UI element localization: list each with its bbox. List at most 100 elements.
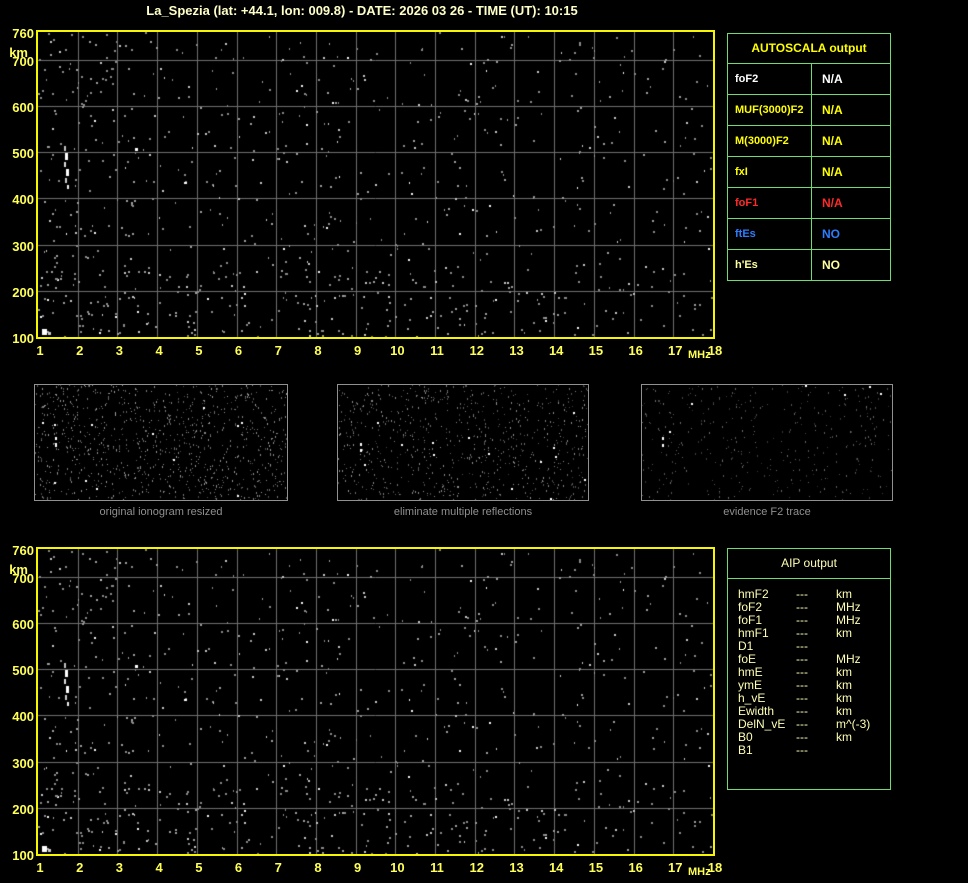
x-axis-tick-label: 1 xyxy=(36,860,44,875)
ionogram-main-plot: 760 700 600 500 400 300 200 100 km 1 2 3 4 5 6 7 8 9 10 11 1… xyxy=(9,27,722,362)
x-axis-tick-label: 17 xyxy=(668,860,683,875)
y-axis-tick-label: 700 xyxy=(12,53,34,69)
x-axis-tick-label: 15 xyxy=(588,343,604,358)
x-axis-tick-label: 7 xyxy=(274,343,282,358)
x-axis-tick-label: 9 xyxy=(354,343,362,358)
parameter-value: N/A xyxy=(822,165,843,179)
x-axis-tick-label: 7 xyxy=(274,860,282,875)
autoscala-row-fof2: foF2 N/A xyxy=(728,63,890,94)
parameter-value: NO xyxy=(822,258,840,272)
thumbnail-scatter-canvas xyxy=(35,385,287,500)
x-axis-tick-label: 3 xyxy=(115,860,124,875)
parameter-unit xyxy=(836,744,890,757)
aip-row-hmf1: hmF1 --- km xyxy=(738,627,890,640)
x-axis-tick-label: 5 xyxy=(195,860,203,875)
thumbnail-scatter-canvas xyxy=(642,385,892,500)
parameter-unit: km xyxy=(836,626,852,640)
parameter-name: foF2 xyxy=(728,64,812,94)
ionogram-scatter-canvas xyxy=(38,32,713,337)
parameter-value: N/A xyxy=(822,134,843,148)
aip-row-hve: h_vE --- km xyxy=(738,692,890,705)
x-axis-tick-label: 16 xyxy=(628,343,643,358)
parameter-name: foE xyxy=(738,652,757,666)
autoscala-row-fof1: foF1 N/A xyxy=(728,187,890,218)
autoscala-table-title: AUTOSCALA output xyxy=(751,41,867,55)
parameter-unit: km xyxy=(836,587,852,601)
parameter-value: N/A xyxy=(822,103,843,117)
ionogram-scatter-canvas xyxy=(38,549,713,854)
parameter-name: h_vE xyxy=(738,691,766,705)
y-axis-tick-label: 200 xyxy=(12,284,34,300)
thumbnail-image-frame xyxy=(337,384,589,501)
parameter-value: --- xyxy=(796,704,808,718)
y-axis-tick-label: 600 xyxy=(12,616,34,632)
parameter-unit: MHz xyxy=(836,600,861,614)
aip-row-yme: ymE --- km xyxy=(738,679,890,692)
x-axis-tick-label: 2 xyxy=(76,343,84,358)
autoscala-output-table: AUTOSCALA output foF2 N/A MUF(3000)F2 N/A M(… xyxy=(727,33,891,281)
thumbnail-original-ionogram: original ionogram resized xyxy=(34,384,288,518)
y-axis-tick-label: 600 xyxy=(12,99,34,115)
aip-row-hme: hmE --- km xyxy=(738,666,890,679)
aip-row-ewidth: Ewidth --- km xyxy=(738,705,890,718)
y-axis-tick-label: 760 xyxy=(12,26,34,41)
y-axis-unit-label: km xyxy=(9,45,28,60)
aip-row-b1: B1 --- xyxy=(738,744,890,757)
thumbnail-caption: eliminate multiple reflections xyxy=(393,506,533,518)
x-axis-tick-label: 4 xyxy=(155,860,163,875)
x-axis-tick-label: 6 xyxy=(234,343,243,358)
y-axis-tick-label: 500 xyxy=(12,663,34,679)
parameter-value: --- xyxy=(796,639,808,653)
x-axis-tick-label: 3 xyxy=(115,343,124,358)
parameter-value: --- xyxy=(796,613,808,627)
x-axis-tick-label: 13 xyxy=(509,343,524,358)
y-axis-tick-label: 100 xyxy=(12,848,34,863)
x-axis-tick-label: 10 xyxy=(390,343,405,358)
thumbnail-caption: evidence F2 trace xyxy=(723,506,811,518)
parameter-name: hmE xyxy=(738,665,763,679)
x-axis-tick-label: 15 xyxy=(588,860,604,875)
aip-row-fof2: foF2 --- MHz xyxy=(738,601,890,614)
parameter-value: N/A xyxy=(822,72,843,86)
aip-output-table: AIP output hmF2 --- km foF2 --- MHz foF1 --- MHz… xyxy=(727,548,891,790)
autoscala-row-m3000f2: M(3000)F2 N/A xyxy=(728,125,890,156)
x-axis-tick-label: 12 xyxy=(469,860,484,875)
aip-row-d1: D1 --- xyxy=(738,640,890,653)
x-axis-tick-label: 12 xyxy=(469,343,484,358)
ionogram-result-plot: 760 700 600 500 400 300 200 100 km 1 2 3 4 5 6 7 8 9 10 11 1… xyxy=(9,544,722,879)
parameter-value: --- xyxy=(796,730,808,744)
autoscala-row-muf3000f2: MUF(3000)F2 N/A xyxy=(728,94,890,125)
parameter-value: --- xyxy=(796,665,808,679)
x-axis-tick-label: 16 xyxy=(628,860,643,875)
y-axis-tick-label: 760 xyxy=(12,543,34,558)
parameter-value: --- xyxy=(796,600,808,614)
y-axis-tick-label: 700 xyxy=(12,570,34,586)
autoscala-row-ftes: ftEs NO xyxy=(728,218,890,249)
aip-table-title: AIP output xyxy=(728,549,890,579)
parameter-value: --- xyxy=(796,691,808,705)
aip-row-foe: foE --- MHz xyxy=(738,653,890,666)
thumbnail-image-frame xyxy=(641,384,893,501)
aip-table-rows: hmF2 --- km foF2 --- MHz foF1 --- MHz hmF1 --- km D1… xyxy=(728,579,890,757)
parameter-name: B1 xyxy=(738,743,753,757)
parameter-name: foF1 xyxy=(738,613,763,627)
aip-row-fof1: foF1 --- MHz xyxy=(738,614,890,627)
aip-row-hmf2: hmF2 --- km xyxy=(738,588,890,601)
y-axis-tick-label: 300 xyxy=(12,755,34,771)
parameter-name: B0 xyxy=(738,730,753,744)
parameter-name: foF1 xyxy=(728,188,812,218)
page-title: La_Spezia (lat: +44.1, lon: 009.8) - DAT… xyxy=(146,3,578,18)
parameter-name: foF2 xyxy=(738,600,763,614)
parameter-name: D1 xyxy=(738,639,754,653)
parameter-value: --- xyxy=(796,587,808,601)
parameter-unit: MHz xyxy=(836,652,861,666)
x-axis-tick-label: 4 xyxy=(155,343,163,358)
x-axis-tick-label: 6 xyxy=(234,860,243,875)
x-axis-tick-label: 18 xyxy=(707,343,723,358)
parameter-value: --- xyxy=(796,743,808,757)
parameter-name: ymE xyxy=(738,678,762,692)
parameter-unit: km xyxy=(836,730,852,744)
parameter-value: NO xyxy=(822,227,840,241)
y-axis-unit-label: km xyxy=(9,562,28,577)
